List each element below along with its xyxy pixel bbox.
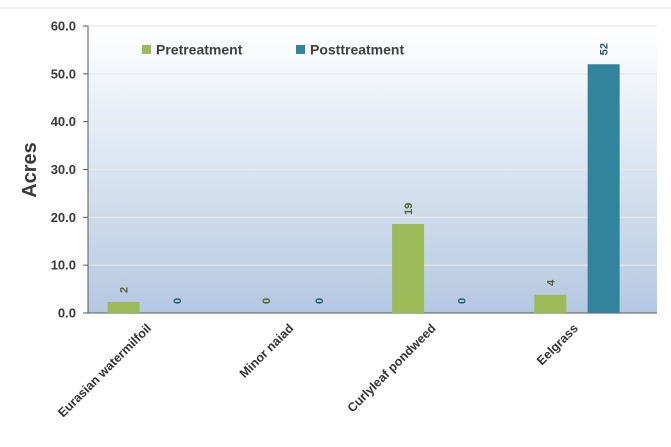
data-label-pretreatment-2: 19 — [403, 203, 415, 215]
y-tick-label: 20.0 — [51, 210, 76, 225]
y-tick-label: 50.0 — [51, 66, 76, 81]
data-label-posttreatment-1: 0 — [314, 298, 326, 304]
bars — [107, 64, 620, 314]
category-label-0: Eurasian watermilfoil — [55, 321, 154, 420]
bar-pretreatment-3 — [534, 294, 567, 313]
y-tick-label: 10.0 — [51, 258, 76, 273]
data-label-pretreatment-0: 2 — [119, 287, 131, 293]
legend-swatch-pretreatment — [142, 45, 151, 54]
data-label-posttreatment-0: 0 — [172, 298, 184, 304]
y-tick-label: 0.0 — [58, 306, 76, 321]
data-label-pretreatment-1: 0 — [261, 298, 273, 304]
bar-pretreatment-2 — [392, 224, 425, 313]
gridlines — [88, 25, 657, 266]
legend-label-posttreatment: Posttreatment — [310, 42, 404, 58]
data-labels: 2 0 19 4 0 0 0 52 — [119, 43, 611, 304]
y-tick-label: 40.0 — [51, 114, 76, 129]
data-label-posttreatment-3: 52 — [599, 43, 611, 55]
category-label-1: Minor naiad — [237, 321, 297, 381]
category-label-2: Curlyleaf pondweed — [345, 321, 439, 415]
category-label-3: Eelgrass — [534, 321, 581, 368]
x-category-labels: Eurasian watermilfoil Minor naiad Curlylea… — [55, 321, 581, 420]
y-axis-label: Acres — [19, 142, 41, 198]
bar-pretreatment-0 — [107, 301, 140, 313]
legend-swatch-posttreatment — [296, 45, 305, 54]
data-label-pretreatment-3: 4 — [545, 279, 557, 286]
legend: Pretreatment Posttreatment — [142, 42, 404, 58]
data-label-posttreatment-2: 0 — [456, 298, 468, 304]
y-tick-labels: 0.0 10.0 20.0 30.0 40.0 50.0 60.0 — [51, 19, 76, 321]
legend-label-pretreatment: Pretreatment — [156, 42, 243, 58]
y-tick-label: 30.0 — [51, 162, 76, 177]
y-tick-label: 60.0 — [51, 19, 76, 34]
bar-posttreatment-3 — [587, 64, 620, 314]
